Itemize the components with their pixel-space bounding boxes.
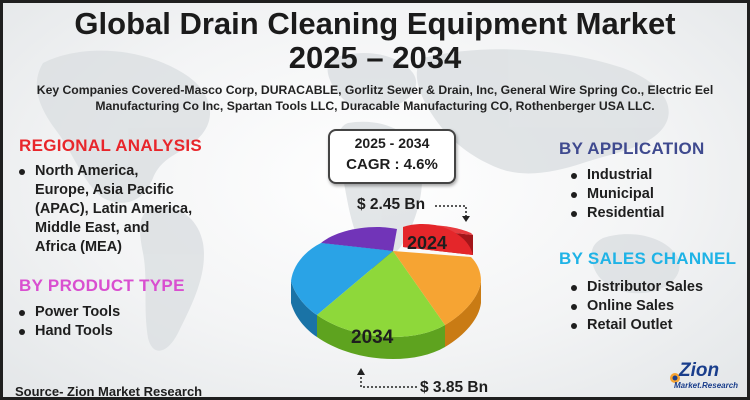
application-heading: BY APPLICATION: [559, 139, 705, 158]
regional-item-4-text: Middle East, and: [35, 220, 150, 236]
product-type-item-power-tools: Power Tools: [17, 303, 217, 322]
slice-blue: [291, 243, 393, 315]
sales-channel-item-online: Online Sales: [569, 297, 744, 316]
sales-channel-item-retail: Retail Outlet: [569, 316, 744, 335]
slice-green-side: [317, 315, 445, 359]
regional-item-2-text: Europe, Asia Pacific: [35, 182, 174, 198]
slice-red: [403, 223, 473, 255]
regional-item-2: Europe, Asia Pacific: [17, 181, 247, 200]
slice-orange-side: [445, 281, 481, 347]
cagr-box: 2025 - 2034 CAGR : 4.6%: [328, 129, 456, 184]
pie-label-2034: 2034: [351, 327, 394, 348]
regional-list: North America, Europe, Asia Pacific (APA…: [17, 162, 247, 257]
product-type-heading: BY PRODUCT TYPE: [19, 276, 185, 295]
market-pie-chart: 2024 2034: [291, 223, 481, 359]
zion-logo-icon: [670, 373, 680, 383]
sales-channel-list: Distributor Sales Online Sales Retail Ou…: [569, 278, 744, 335]
value-2034-pointer: [357, 368, 417, 388]
value-2034-label: $ 3.85 Bn: [420, 379, 489, 396]
application-item-industrial: Industrial: [569, 166, 739, 185]
regional-item-3-text: (APAC), Latin America,: [35, 201, 193, 217]
pie-label-2024: 2024: [407, 233, 447, 253]
source-text: Source- Zion Market Research: [15, 384, 203, 399]
value-2024-pointer: [435, 205, 470, 222]
cagr-years: 2025 - 2034: [354, 135, 430, 151]
slice-purple: [321, 227, 397, 251]
application-list: Industrial Municipal Residential: [569, 166, 739, 223]
regional-analysis-heading: REGIONAL ANALYSIS: [19, 136, 203, 155]
product-type-list: Power Tools Hand Tools: [17, 303, 217, 341]
value-2024-label: $ 2.45 Bn: [357, 196, 426, 213]
logo-name: Zion: [679, 360, 720, 381]
regional-item-4: Middle East, and: [17, 219, 247, 238]
slice-orange: [393, 251, 481, 325]
regional-item-3: (APAC), Latin America,: [17, 200, 247, 219]
sales-channel-item-distributor: Distributor Sales: [569, 278, 744, 297]
page-title: Global Drain Cleaning Equipment Market 2…: [3, 7, 747, 75]
application-item-residential: Residential: [569, 204, 739, 223]
companies-line-2: Manufacturing Co Inc, Spartan Tools LLC,…: [95, 99, 655, 113]
title-line-2: 2025 – 2034: [288, 40, 462, 75]
companies-line-1: Key Companies Covered-Masco Corp, DURACA…: [36, 83, 714, 97]
sales-channel-heading: BY SALES CHANNEL: [559, 249, 737, 268]
title-line-1: Global Drain Cleaning Equipment Market: [74, 6, 676, 41]
product-type-item-hand-tools: Hand Tools: [17, 322, 217, 341]
slice-blue-side: [291, 281, 317, 337]
key-companies-text: Key Companies Covered-Masco Corp, DURACA…: [13, 82, 737, 114]
regional-item-5: Africa (MEA): [17, 238, 247, 257]
logo-tagline: Market.Research: [674, 381, 739, 390]
regional-item-5-text: Africa (MEA): [35, 239, 123, 255]
application-item-municipal: Municipal: [569, 185, 739, 204]
slice-green: [317, 251, 445, 337]
regional-item-1: North America,: [17, 162, 247, 181]
cagr-value: CAGR : 4.6%: [346, 156, 438, 173]
